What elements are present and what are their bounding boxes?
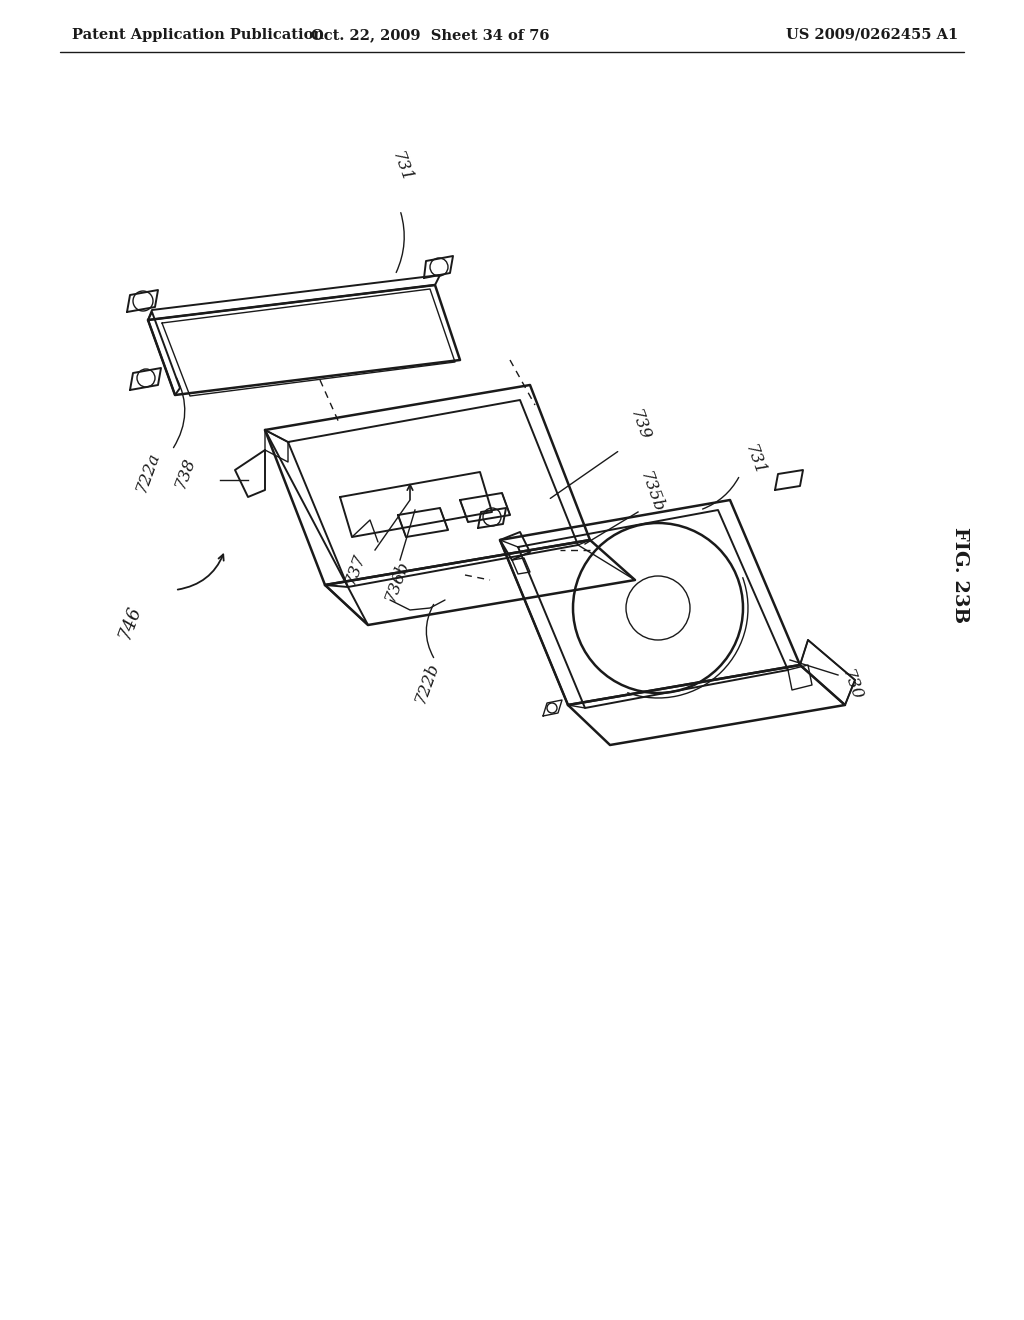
Text: 731: 731 [741,442,768,478]
Text: 739: 739 [627,407,653,444]
Text: Oct. 22, 2009  Sheet 34 of 76: Oct. 22, 2009 Sheet 34 of 76 [310,28,549,42]
Text: FIG. 23B: FIG. 23B [951,527,969,623]
Text: 722a: 722a [133,450,163,495]
Text: Patent Application Publication: Patent Application Publication [72,28,324,42]
Text: 738: 738 [172,454,199,490]
Text: 746: 746 [116,603,144,642]
Text: 722b: 722b [412,659,442,705]
Text: 737: 737 [342,550,369,586]
Text: 735b: 735b [636,469,667,515]
Text: 731: 731 [388,149,416,185]
Text: US 2009/0262455 A1: US 2009/0262455 A1 [785,28,958,42]
Text: 730: 730 [839,667,865,702]
Text: 736b: 736b [382,557,413,603]
